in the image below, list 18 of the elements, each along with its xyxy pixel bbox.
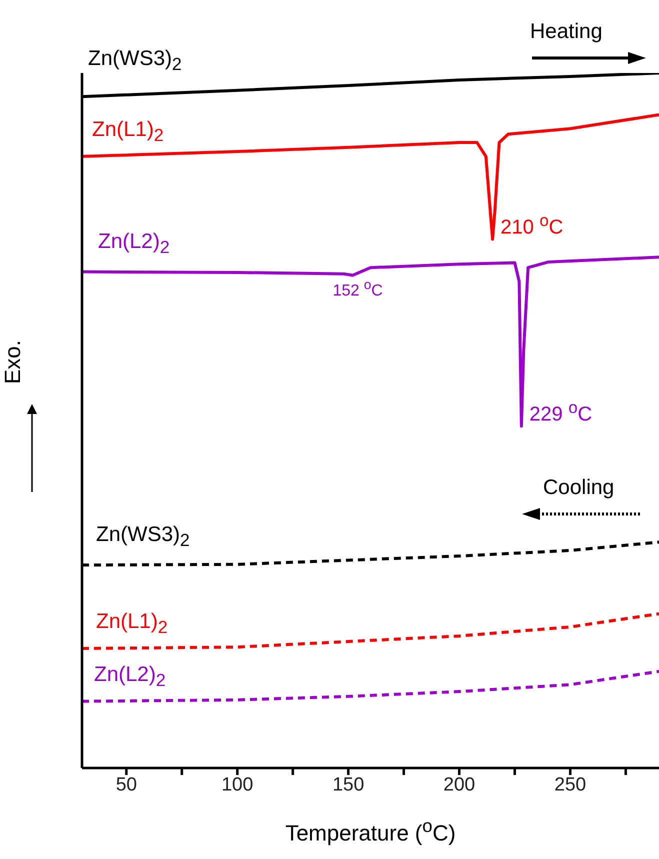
series-label: Zn(L2)$_{2}$ — [94, 663, 166, 692]
x-axis-title: Temperature ($^{o}$C) — [284, 815, 457, 846]
series-label: Zn(WS3)$_{2}$ — [88, 46, 182, 75]
annotation: 229 $^{o}$C — [529, 398, 592, 427]
x-tick-label: 250 — [554, 774, 586, 796]
series-label: Zn(L2)$_{2}$ — [98, 230, 170, 258]
y-axis-title: Exo. — [0, 338, 26, 386]
annotation: Cooling — [543, 476, 614, 500]
x-tick-label: 200 — [443, 774, 476, 796]
series-label: Zn(L1)$_{2}$ — [96, 610, 168, 639]
series-label: Zn(WS3)$_{2}$ — [96, 523, 190, 552]
annotation: 210 $^{o}$C — [500, 211, 564, 240]
text: Heating — [530, 20, 602, 44]
x-tick-label: 150 — [332, 774, 364, 796]
x-tick-label: 50 — [116, 774, 137, 796]
x-tick-label: 100 — [221, 774, 254, 796]
series-label: Zn(L1)$_{2}$ — [92, 118, 164, 147]
annotation: 152 $^{o}$C — [332, 277, 383, 301]
